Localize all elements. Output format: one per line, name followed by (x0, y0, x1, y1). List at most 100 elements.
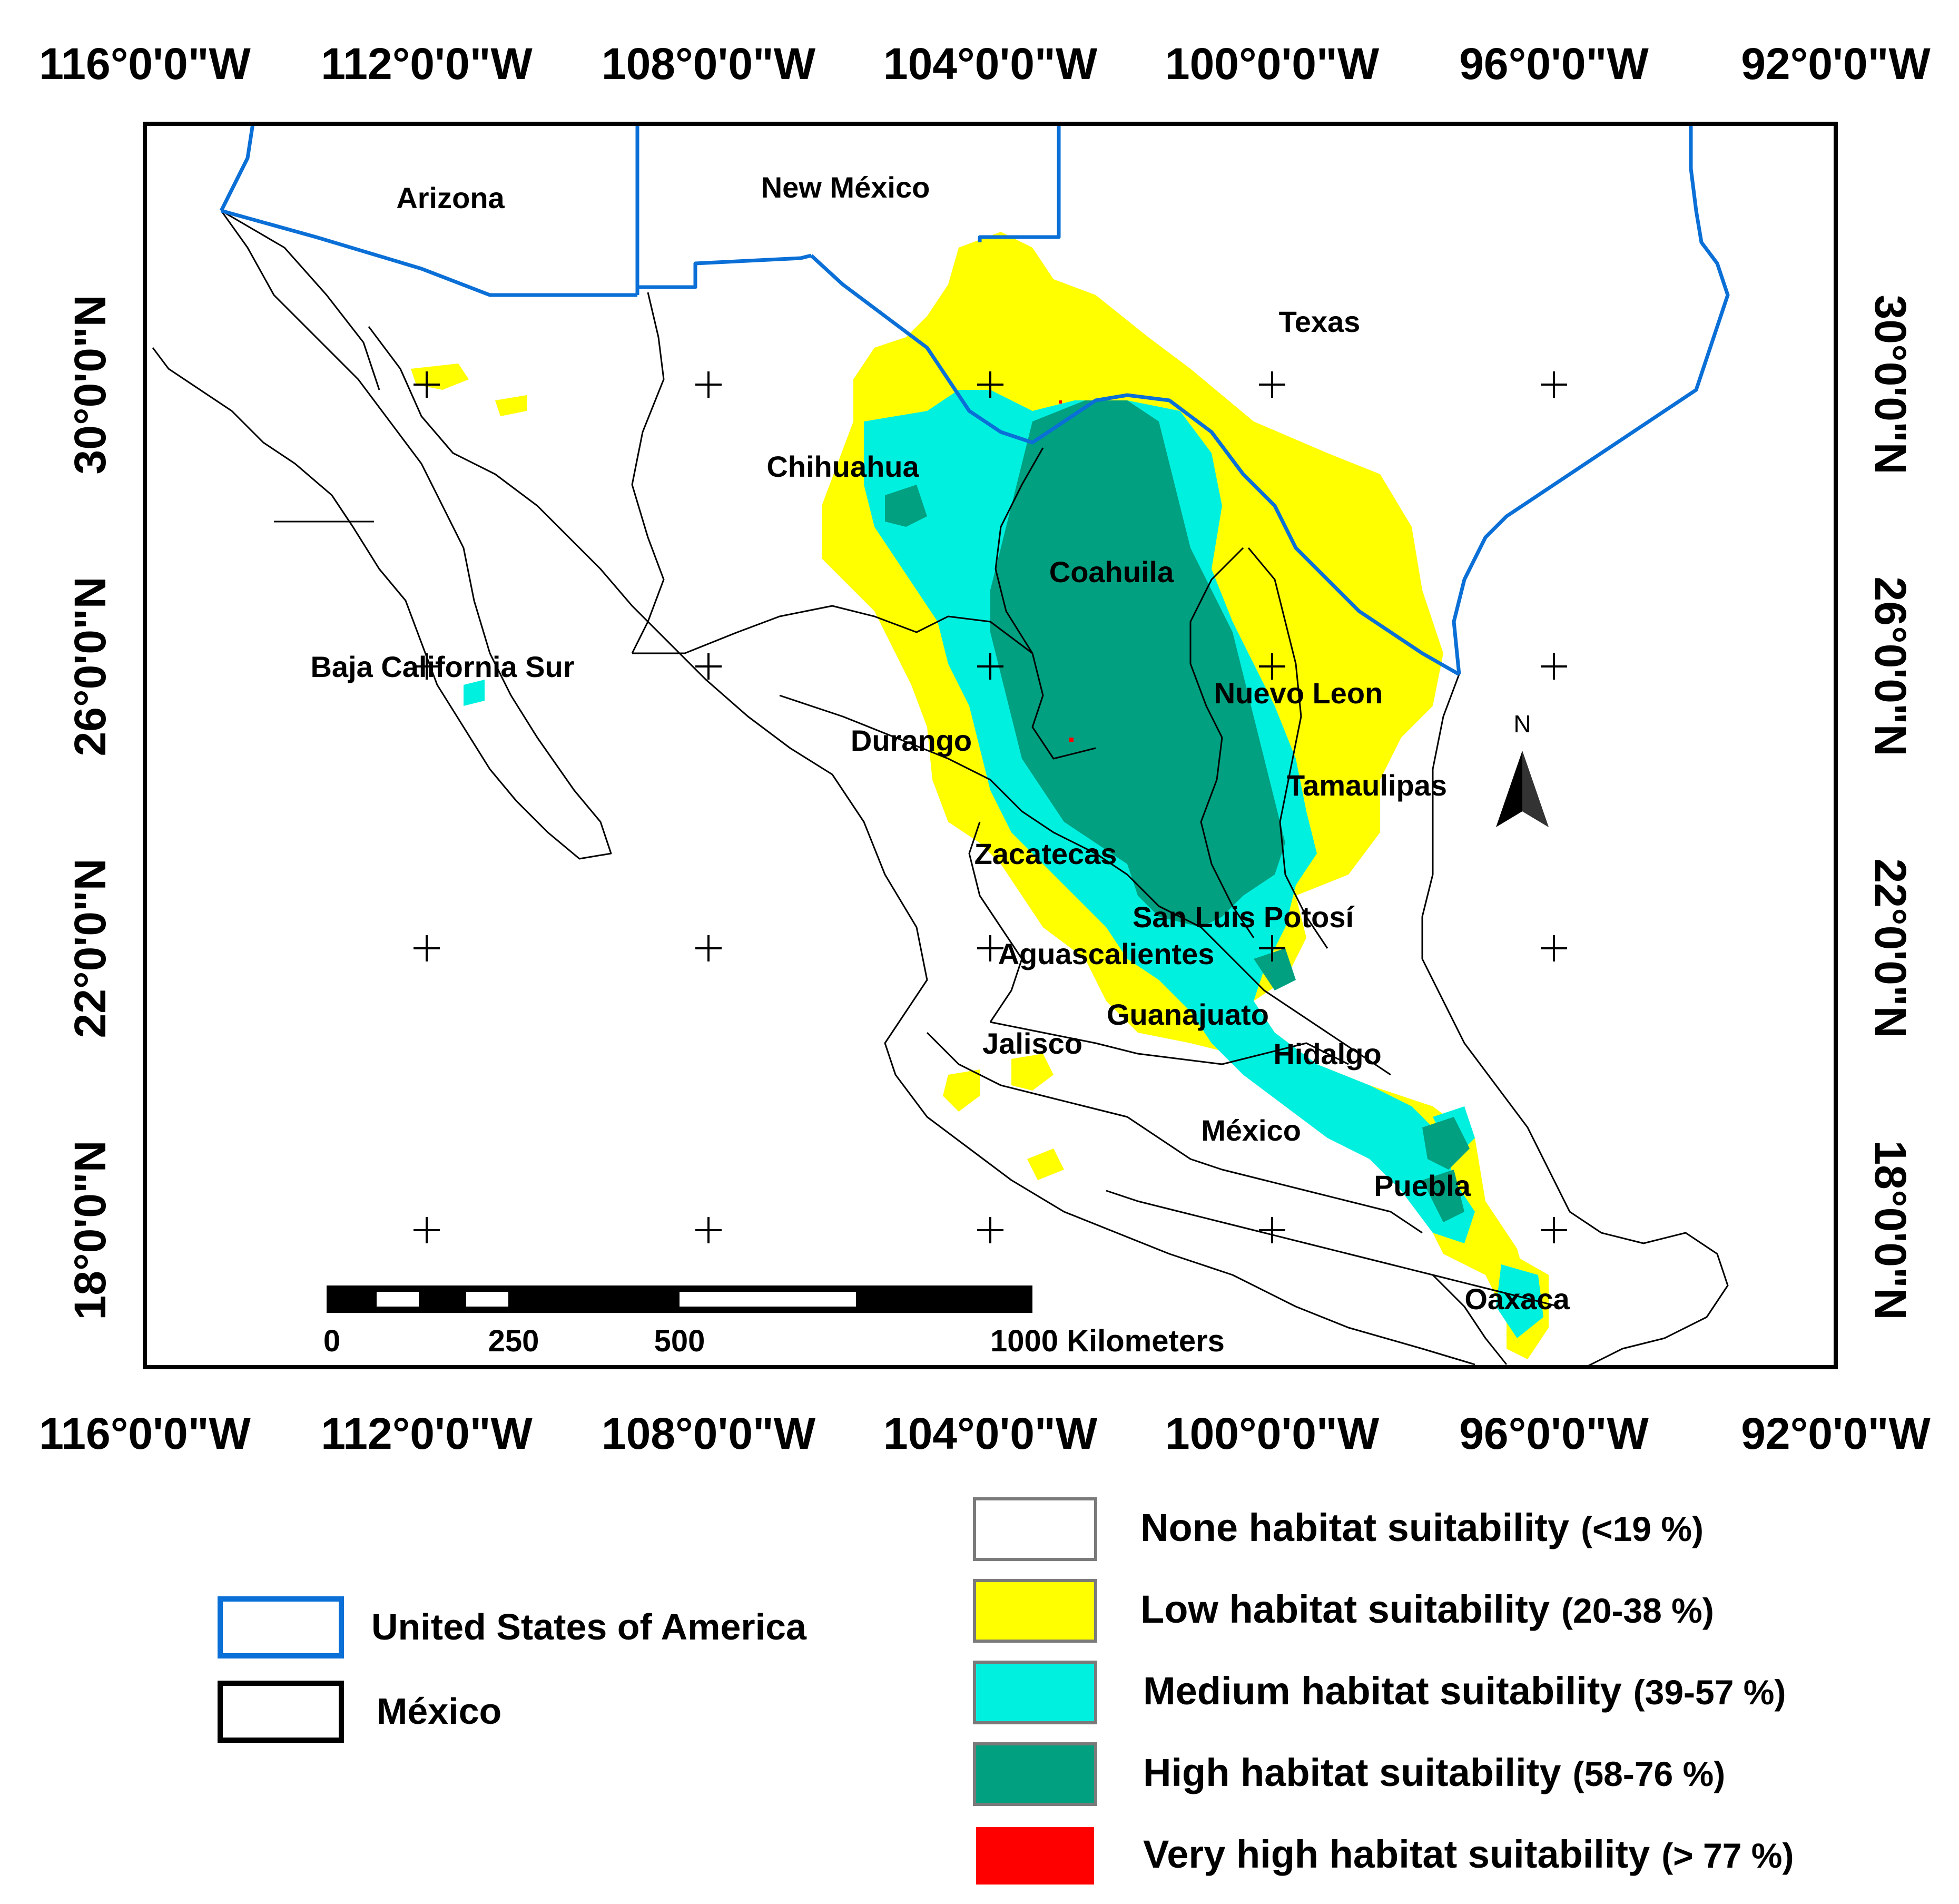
usa-boundaries (219, 124, 1730, 676)
coahuila-nuevo-leon-boundary (1189, 547, 1255, 938)
nuevo-leon-tamaulipas-boundary (1247, 547, 1328, 949)
zacatecas-west-boundary (968, 821, 1023, 1023)
right-latitude-labels: 30°0'0"N 26°0'0"N 22°0'0"N 18°0'0"N (1866, 295, 1915, 1320)
scale-bar-segment (466, 1292, 508, 1307)
border-legend-label-mexico: México (377, 1691, 501, 1732)
lon-label-104-bottom: 104°0'0"W (883, 1409, 1098, 1458)
suitability-legend: None habitat suitability (<19 %) Low habi… (973, 1497, 1794, 1888)
lat-label-18-left: 18°0'0"N (65, 1141, 115, 1320)
grid-cross (1541, 653, 1567, 680)
grid-cross (1259, 371, 1285, 398)
label-coahuila: Coahuila (1049, 555, 1174, 588)
map-frame (143, 122, 1838, 1369)
lat-label-26-right: 26°0'0"N (1866, 577, 1915, 757)
label-chihuahua: Chihuahua (766, 450, 919, 483)
legend-swatch-none (973, 1497, 1097, 1561)
gulf-coast (1421, 674, 1729, 1367)
rio-grande-border (810, 254, 1460, 676)
label-baja-california-sur: Baja California Sur (310, 650, 574, 683)
north-arrow: N (1496, 710, 1549, 827)
scale-label-0: 0 (323, 1324, 340, 1358)
grid-cross (695, 935, 722, 961)
lat-label-22-right: 22°0'0"N (1866, 859, 1915, 1038)
label-san-luis-potosi: San Luis Potosí (1133, 900, 1355, 934)
arizona-border (221, 209, 637, 297)
scale-label-1000-kilometers: 1000 Kilometers (990, 1324, 1225, 1358)
grid-cross (414, 371, 440, 398)
chihuahua-coahuila-boundary (995, 447, 1096, 760)
lat-label-30-left: 30°0'0"N (65, 295, 115, 475)
grid-cross (414, 935, 440, 961)
label-new-mexico: New México (761, 171, 930, 204)
lon-label-108-bottom: 108°0'0"W (602, 1409, 816, 1458)
lat-label-26-left: 26°0'0"N (65, 577, 115, 757)
grid-cross (1259, 1217, 1285, 1243)
grid-cross (1259, 653, 1285, 680)
chihuahua-southern-boundary (632, 605, 1033, 654)
top-longitude-labels: 116°0'0"W 112°0'0"W 108°0'0"W 104°0'0"W … (39, 39, 1931, 89)
grid-cross (695, 653, 722, 680)
bottom-longitude-labels: 116°0'0"W 112°0'0"W 108°0'0"W 104°0'0"W … (39, 1409, 1931, 1458)
durango-zacatecas-boundary (779, 694, 1202, 928)
legend-label-low: Low habitat suitability (20-38 %) (1140, 1587, 1714, 1631)
sonora-coast (368, 326, 1475, 1366)
lon-label-100-top: 100°0'0"W (1165, 39, 1380, 89)
state-labels: Arizona New México Texas Chihuahua Coahu… (310, 171, 1570, 1316)
scale-bar-segment (377, 1292, 419, 1307)
central-states-boundary-2 (926, 1032, 1423, 1234)
grid-cross (1541, 371, 1567, 398)
label-arizona: Arizona (396, 181, 505, 214)
legend-label-none: None habitat suitability (<19 %) (1140, 1506, 1704, 1549)
lon-label-112-bottom: 112°0'0"W (321, 1409, 533, 1458)
southern-states-boundary (1106, 1190, 1560, 1308)
label-durango: Durango (851, 724, 972, 757)
scale-bar: 0 250 500 1000 Kilometers (323, 1285, 1225, 1358)
lon-label-112-top: 112°0'0"W (321, 39, 533, 89)
label-jalisco: Jalisco (982, 1027, 1082, 1060)
lon-label-108-top: 108°0'0"W (602, 39, 816, 89)
lon-label-104-top: 104°0'0"W (883, 39, 1098, 89)
label-mexico-state: México (1201, 1114, 1301, 1147)
label-zacatecas: Zacatecas (974, 837, 1117, 870)
grid-cross (977, 1217, 1003, 1243)
lon-label-96-bottom: 96°0'0"W (1459, 1409, 1649, 1458)
central-states-boundary-1 (990, 1021, 1349, 1065)
scale-bar-segment (680, 1292, 856, 1307)
grid-cross (977, 371, 1003, 398)
grid-cross (414, 1217, 440, 1243)
oaxaca-boundary (1432, 1274, 1508, 1365)
grid-cross (1541, 935, 1567, 961)
lon-label-92-bottom: 92°0'0"W (1741, 1409, 1931, 1458)
lon-label-96-top: 96°0'0"W (1459, 39, 1649, 89)
legend-label-high: High habitat suitability (58-76 %) (1143, 1751, 1725, 1794)
left-latitude-labels: 30°0'0"N 26°0'0"N 22°0'0"N 18°0'0"N (65, 295, 115, 1320)
legend-swatch-very-high (973, 1824, 1097, 1888)
texas-east-border (1452, 124, 1730, 675)
mexico-boundaries (152, 210, 1729, 1367)
legend-swatch-low (973, 1579, 1097, 1643)
legend-label-medium: Medium habitat suitability (39-57 %) (1143, 1669, 1786, 1713)
slp-boundary (1200, 926, 1391, 1076)
lon-label-92-top: 92°0'0"W (1741, 39, 1931, 89)
border-legend-swatch-usa (218, 1596, 344, 1658)
lon-label-116-top: 116°0'0"W (39, 39, 251, 89)
north-arrow-label: N (1513, 710, 1531, 738)
label-texas: Texas (1279, 305, 1361, 338)
map-content: Arizona New México Texas Chihuahua Coahu… (145, 124, 1836, 1367)
label-puebla: Puebla (1374, 1169, 1471, 1202)
legend-swatch-medium (973, 1661, 1097, 1724)
border-legend-swatch-mexico (218, 1681, 344, 1743)
grid-cross (414, 653, 440, 680)
grid-cross (1259, 935, 1285, 961)
label-tamaulipas: Tamaulipas (1287, 769, 1447, 802)
label-guanajuato: Guanajuato (1107, 998, 1269, 1031)
grid-cross (695, 1217, 722, 1243)
lat-label-18-right: 18°0'0"N (1866, 1141, 1915, 1320)
legend-label-very-high: Very high habitat suitability (> 77 %) (1143, 1832, 1794, 1876)
new-mexico-southern-border (637, 253, 812, 289)
lat-label-22-left: 22°0'0"N (65, 859, 115, 1038)
baja-peninsula-outline (152, 210, 612, 860)
grid-cross (695, 371, 722, 398)
arizona-west-edge (219, 124, 255, 212)
